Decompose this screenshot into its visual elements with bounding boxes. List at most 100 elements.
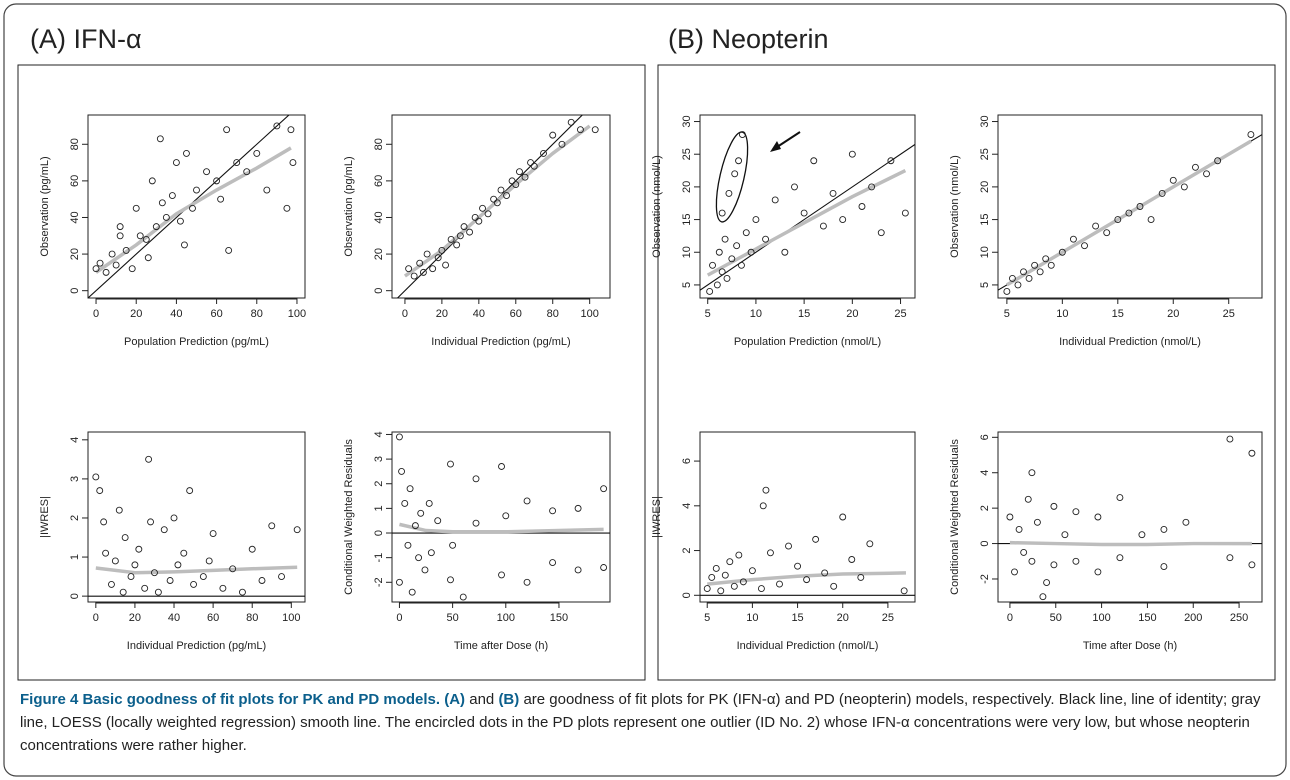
point — [600, 485, 608, 493]
x-tick-label: 80 — [246, 612, 258, 624]
x-axis-label: Time after Dose (h) — [1083, 640, 1177, 652]
plot-frame — [699, 114, 916, 299]
point — [406, 485, 414, 493]
point — [791, 183, 798, 191]
point — [713, 281, 721, 289]
point — [735, 551, 743, 559]
point — [233, 159, 241, 167]
point — [166, 577, 174, 584]
x-axis-label: Individual Prediction (pg/mL) — [127, 640, 266, 652]
x-tick-label: 5 — [704, 612, 710, 624]
point — [1160, 525, 1168, 533]
point — [434, 254, 442, 262]
x-tick-label: 0 — [93, 308, 99, 320]
caption-text: Figure 4 Basic goodness of fit plots for… — [20, 691, 441, 708]
point — [1094, 513, 1102, 521]
y-tick-label: 0 — [373, 288, 385, 294]
y-tick-label: 4 — [979, 470, 991, 476]
point — [128, 265, 136, 273]
point — [119, 588, 127, 596]
point — [757, 585, 765, 593]
plot-frame — [997, 431, 1263, 603]
point — [1247, 131, 1255, 139]
y-tick-label: 2 — [69, 515, 81, 521]
y-tick-label: 5 — [681, 282, 693, 288]
point — [812, 535, 820, 543]
y-tick-label: 0 — [373, 530, 385, 536]
y-tick-label: 80 — [69, 138, 81, 150]
point — [135, 545, 143, 553]
point — [1028, 557, 1036, 565]
point — [1069, 235, 1077, 243]
point — [151, 569, 158, 577]
point — [96, 259, 104, 267]
y-tick-label: 5 — [979, 282, 991, 288]
point — [1058, 248, 1066, 256]
point — [498, 571, 505, 579]
panel-title: (A) IFN-α — [30, 24, 142, 54]
point — [767, 549, 774, 557]
point — [253, 149, 261, 157]
point — [1092, 222, 1100, 230]
x-tick-label: 60 — [210, 308, 222, 320]
point — [800, 209, 808, 217]
point — [738, 261, 745, 269]
point — [819, 222, 827, 230]
point — [776, 580, 783, 588]
point — [102, 268, 110, 276]
y-axis-label: |IWRES| — [651, 496, 663, 538]
caption-text: are goodness of fit plots for PK (IFN-α)… — [20, 691, 1261, 754]
point — [830, 582, 838, 590]
y-tick-label: 1 — [69, 554, 81, 560]
outlier-ellipse — [715, 131, 749, 223]
x-tick-label: 40 — [473, 308, 485, 320]
y-tick-label: 20 — [69, 248, 81, 260]
x-tick-label: 20 — [837, 612, 849, 624]
y-tick-label: -2 — [979, 574, 991, 584]
point — [183, 149, 190, 157]
point — [410, 272, 418, 280]
point — [762, 486, 770, 494]
point — [141, 584, 149, 592]
x-tick-label: 15 — [798, 308, 810, 320]
point — [1020, 548, 1028, 556]
point — [887, 157, 895, 165]
point — [401, 499, 409, 507]
loess-line — [1005, 139, 1252, 287]
y-tick-label: 10 — [979, 246, 991, 258]
point — [721, 571, 729, 579]
point — [1081, 242, 1088, 250]
y-tick-label: -2 — [373, 577, 385, 587]
point — [1047, 261, 1055, 269]
x-axis-label: Individual Prediction (pg/mL) — [431, 336, 570, 348]
point — [718, 268, 726, 276]
x-tick-label: 0 — [93, 612, 99, 624]
point — [781, 248, 789, 256]
point — [160, 526, 168, 534]
point — [217, 195, 225, 203]
y-tick-label: 0 — [979, 541, 991, 547]
point — [289, 159, 297, 167]
point — [136, 232, 144, 240]
loess-line — [706, 168, 907, 277]
point — [733, 242, 741, 250]
point — [172, 159, 180, 167]
point — [398, 467, 406, 475]
point — [725, 189, 733, 197]
point — [512, 181, 520, 188]
point — [848, 150, 856, 158]
point — [229, 565, 237, 573]
point — [112, 261, 120, 269]
point — [438, 246, 446, 254]
point — [703, 585, 711, 593]
x-tick-label: 10 — [1056, 308, 1068, 320]
point — [475, 217, 483, 225]
point — [1025, 274, 1033, 282]
point — [132, 204, 140, 212]
point — [258, 577, 266, 584]
point — [147, 518, 155, 526]
x-tick-label: 100 — [282, 612, 300, 624]
point — [1160, 563, 1168, 571]
point — [523, 497, 531, 505]
panel-border — [657, 64, 1276, 681]
